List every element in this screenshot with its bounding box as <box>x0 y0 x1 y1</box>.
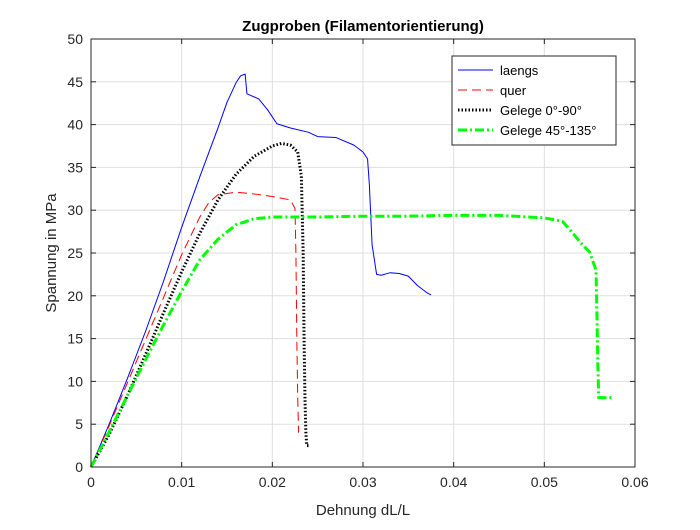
x-tick-label: 0 <box>87 474 95 490</box>
y-tick-label: 15 <box>67 331 83 347</box>
y-tick-label: 10 <box>67 373 83 389</box>
y-tick-label: 45 <box>67 74 83 90</box>
y-tick-label: 20 <box>67 288 83 304</box>
chart-title: Zugproben (Filamentorientierung) <box>242 18 484 35</box>
y-tick-label: 25 <box>67 245 83 261</box>
series-line-4 <box>89 213 612 468</box>
x-tick-label: 0.01 <box>168 474 195 490</box>
ticks: 0 0.01 0.02 0.03 0.04 0.05 0.06 0 5 10 15 20 25 30 35 4… <box>67 31 648 490</box>
x-tick-label: 0.05 <box>531 474 558 490</box>
x-tick-label: 0.06 <box>621 474 648 490</box>
y-tick-label: 40 <box>67 117 83 133</box>
legend-label-1: laengs <box>500 63 539 78</box>
legend-label-3: Gelege 0°-90° <box>500 103 582 118</box>
y-tick-label: 5 <box>75 416 83 432</box>
legend-label-2: quer <box>500 83 527 98</box>
series-line-2 <box>90 191 300 468</box>
y-tick-label: 30 <box>67 202 83 218</box>
x-tick-label: 0.03 <box>349 474 376 490</box>
y-tick-label: 0 <box>75 459 83 475</box>
y-tick-label: 50 <box>67 31 83 47</box>
x-tick-label: 0.02 <box>259 474 286 490</box>
legend-label-4: Gelege 45°-135° <box>500 123 596 138</box>
series-line-1 <box>90 73 432 468</box>
x-axis-label: Dehnung dL/L <box>316 502 410 519</box>
series-layer <box>89 73 612 468</box>
y-axis-label: Spannung in MPa <box>43 193 60 313</box>
y-tick-label: 35 <box>67 159 83 175</box>
x-tick-label: 0.04 <box>440 474 467 490</box>
legend: laengs quer Gelege 0°-90° Gelege 45°-135° <box>451 55 617 146</box>
